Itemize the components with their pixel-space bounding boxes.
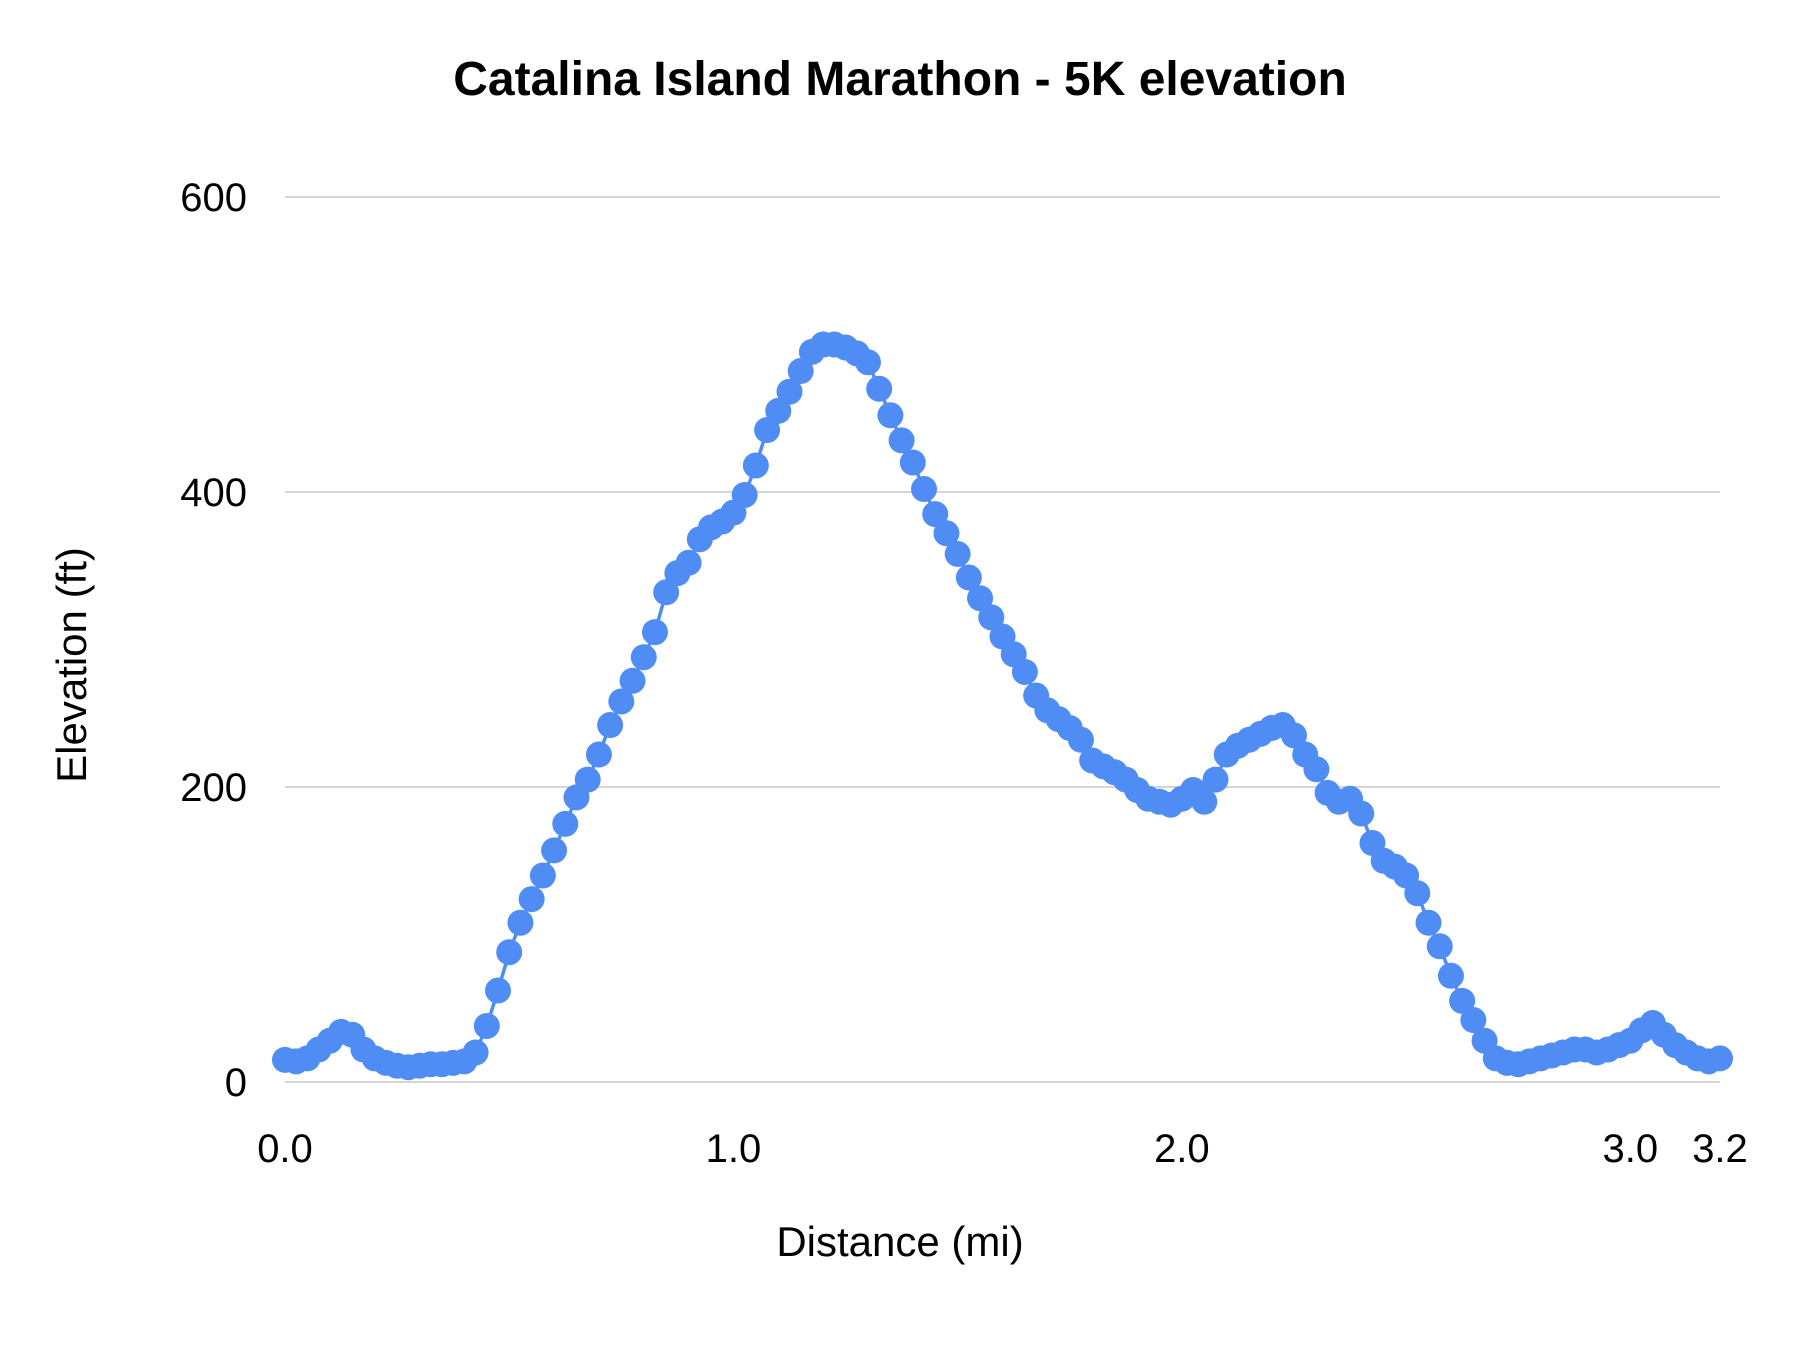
data-point: [877, 402, 904, 429]
data-point: [619, 667, 646, 694]
data-point: [1460, 1007, 1487, 1034]
data-point: [496, 939, 523, 966]
chart-title: Catalina Island Marathon - 5K elevation: [453, 53, 1347, 106]
data-point: [967, 585, 994, 612]
data-point: [597, 712, 624, 739]
x-tick-label: 2.0: [1154, 1127, 1210, 1171]
x-axis-title: Distance (mi): [776, 1218, 1024, 1265]
data-point: [1303, 756, 1330, 783]
y-tick-label: 400: [180, 471, 247, 515]
data-point: [653, 579, 680, 606]
data-point: [922, 501, 949, 528]
data-point: [765, 397, 792, 424]
data-point: [485, 977, 512, 1004]
data-point: [1415, 909, 1442, 936]
data-point: [1191, 788, 1218, 815]
x-tick-label: 3.0: [1603, 1127, 1659, 1171]
data-point: [787, 358, 814, 385]
data-point: [1202, 766, 1229, 793]
data-point: [1404, 880, 1431, 907]
data-point: [754, 417, 781, 444]
data-point: [731, 481, 758, 508]
data-point: [1348, 800, 1375, 827]
data-point: [518, 886, 545, 913]
data-point: [529, 862, 556, 889]
y-tick-label: 200: [180, 766, 247, 810]
y-tick-label: 600: [180, 176, 247, 220]
data-point: [955, 564, 982, 591]
data-point: [888, 427, 915, 454]
data-point: [641, 619, 668, 646]
data-point: [1011, 658, 1038, 685]
y-tick-label: 0: [225, 1061, 247, 1105]
data-point: [1426, 933, 1453, 960]
data-point: [630, 644, 657, 671]
data-point: [1437, 962, 1464, 989]
data-point: [552, 810, 579, 837]
data-point: [742, 452, 769, 479]
data-point: [608, 688, 635, 715]
data-point: [507, 909, 534, 936]
data-point: [1449, 987, 1476, 1014]
data-point: [854, 349, 881, 376]
data-point: [541, 837, 568, 864]
data-point: [574, 766, 601, 793]
data-point: [944, 540, 971, 567]
data-point: [462, 1039, 489, 1066]
data-point: [675, 549, 702, 576]
data-point: [473, 1012, 500, 1039]
data-point: [776, 378, 803, 405]
data-point: [1280, 722, 1307, 749]
x-tick-label: 3.2: [1692, 1127, 1748, 1171]
data-point: [1707, 1045, 1733, 1072]
data-point: [899, 449, 926, 476]
data-point: [866, 375, 893, 402]
data-point: [585, 741, 612, 768]
x-tick-label: 0.0: [257, 1127, 313, 1171]
data-point: [978, 604, 1005, 631]
data-point: [1067, 726, 1094, 753]
data-point: [933, 520, 960, 547]
x-tick-label: 1.0: [706, 1127, 762, 1171]
data-point: [911, 476, 938, 503]
